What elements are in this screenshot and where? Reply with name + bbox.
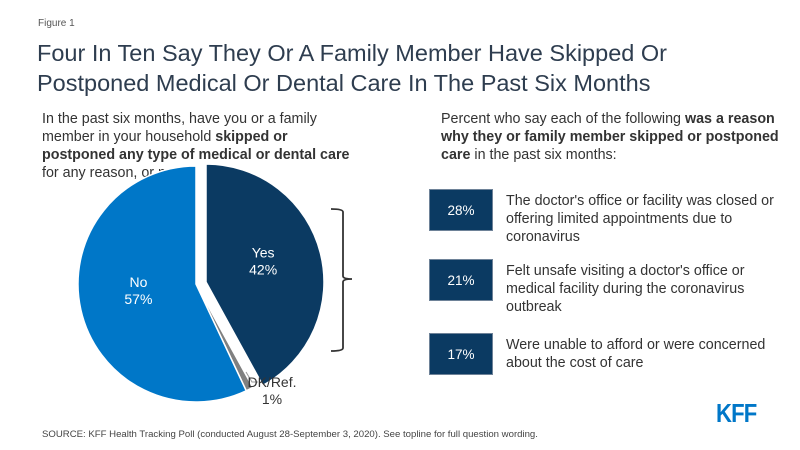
pie-value-label-no: 57% (124, 291, 152, 307)
reason-value-box: 28% (429, 189, 493, 231)
reason-value-box: 21% (429, 259, 493, 301)
reason-label: Felt unsafe visiting a doctor's office o… (506, 263, 745, 315)
pie-slice-no (77, 165, 248, 403)
pie-question-text-1: In the past six months, have you or a fa… (42, 111, 317, 145)
pie-label-yes: Yes (252, 244, 275, 260)
kff-logo: KFF (716, 398, 757, 428)
pie-value-label-dkref: 1% (262, 391, 282, 407)
reason-label: Were unable to afford or were concerned … (506, 337, 766, 371)
pie-slice-yes (205, 163, 325, 387)
reason-value-box: 17% (429, 333, 493, 375)
reasons-question: Percent who say each of the following wa… (441, 110, 781, 164)
figure-label: Figure 1 (38, 18, 75, 29)
chart-title: Four In Ten Say They Or A Family Member … (37, 40, 667, 96)
pie-label-dkref: DK/Ref. (247, 374, 296, 390)
pie-question: In the past six months, have you or a fa… (42, 110, 362, 182)
pie-question-bold: skipped or postponed any type of medical… (42, 129, 350, 163)
source-note: SOURCE: KFF Health Tracking Poll (conduc… (42, 429, 538, 440)
bracket (330, 208, 353, 352)
pie-value-label-yes: 42% (249, 261, 277, 277)
pie-label-no: No (129, 274, 147, 290)
reasons-question-bold: was a reason why they or family member s… (441, 111, 779, 163)
reasons-question-text-2: in the past six months: (470, 147, 617, 163)
reasons-question-text-1: Percent who say each of the following (441, 111, 685, 127)
reason-label: The doctor's office or facility was clos… (506, 193, 774, 245)
dk-leader-line (245, 371, 258, 383)
